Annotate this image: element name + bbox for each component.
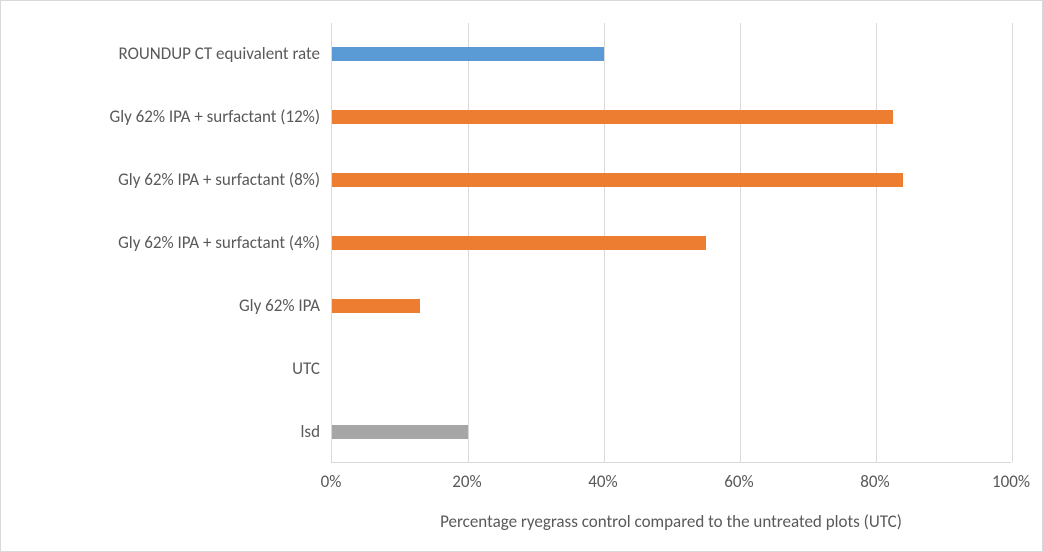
bar-row	[332, 212, 1011, 275]
y-axis-category-label: lsd	[20, 421, 320, 441]
x-axis-tick-label: 20%	[452, 471, 481, 492]
bar	[332, 236, 706, 250]
bar-row	[332, 337, 1011, 400]
y-axis-category-label: Gly 62% IPA + surfactant (8%)	[20, 170, 320, 190]
bar-row	[332, 86, 1011, 149]
bar-row	[332, 400, 1011, 463]
bar-row	[332, 274, 1011, 337]
y-axis-category-label: UTC	[20, 359, 320, 379]
bar-row	[332, 23, 1011, 86]
bar-row	[332, 149, 1011, 212]
bar	[332, 173, 903, 187]
x-axis-tick-label: 0%	[321, 471, 342, 492]
gridline	[1012, 23, 1013, 462]
x-axis-title: Percentage ryegrass control compared to …	[331, 511, 1011, 532]
y-axis-category-label: ROUNDUP CT equivalent rate	[20, 44, 320, 64]
y-axis-category-label: Gly 62% IPA + surfactant (4%)	[20, 233, 320, 253]
y-axis-category-label: Gly 62% IPA + surfactant (12%)	[20, 107, 320, 127]
x-axis-tick-label: 60%	[724, 471, 753, 492]
chart-container: Percentage ryegrass control compared to …	[0, 0, 1043, 552]
bar	[332, 425, 468, 439]
x-axis-tick-label: 40%	[588, 471, 617, 492]
bar	[332, 110, 893, 124]
bar	[332, 47, 604, 61]
bar	[332, 299, 420, 313]
x-axis-tick-label: 100%	[992, 471, 1030, 492]
x-axis-tick-label: 80%	[860, 471, 889, 492]
y-axis-category-label: Gly 62% IPA	[20, 296, 320, 316]
plot-area	[331, 23, 1011, 463]
